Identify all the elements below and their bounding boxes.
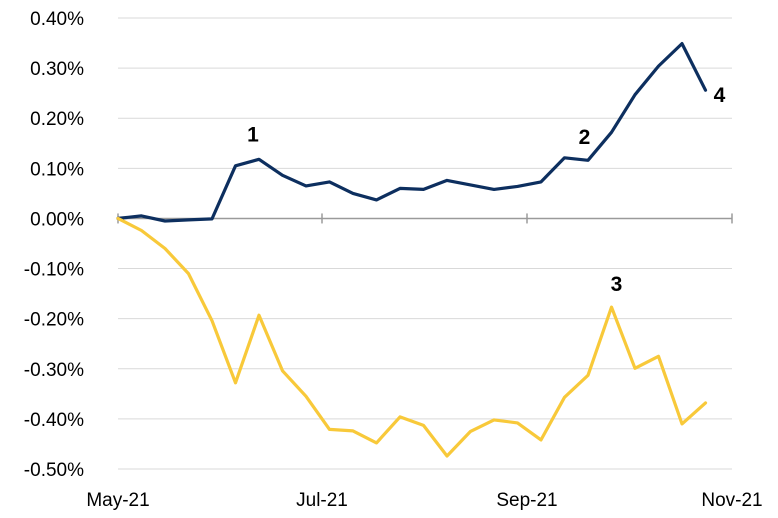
annotation-label: 3 xyxy=(611,273,623,296)
series-line-1 xyxy=(116,41,708,223)
series-lines xyxy=(116,41,708,458)
y-tick-label: 0.10% xyxy=(30,159,84,180)
y-tick-label: -0.20% xyxy=(24,310,84,331)
y-tick-label: 0.00% xyxy=(30,209,84,230)
y-tick-label: -0.10% xyxy=(24,260,84,281)
x-tick-label: Nov-21 xyxy=(701,490,762,511)
gridlines xyxy=(118,17,732,470)
series-line-2 xyxy=(116,216,708,458)
annotation-label: 4 xyxy=(714,84,726,107)
x-tick-label: May-21 xyxy=(86,490,149,511)
y-axis-labels: 0.40% 0.30% 0.20% 0.10% 0.00% -0.10% -0.20% -0.… xyxy=(24,9,84,481)
y-tick-label: -0.40% xyxy=(24,410,84,431)
annotations: 1 2 3 4 xyxy=(247,84,726,296)
y-tick-label: 0.40% xyxy=(30,9,84,30)
annotation-label: 1 xyxy=(247,123,259,146)
x-tick-label: Jul-21 xyxy=(296,490,348,511)
y-tick-label: -0.50% xyxy=(24,460,84,481)
x-tick-label: Sep-21 xyxy=(496,490,557,511)
annotation-label: 2 xyxy=(579,126,591,149)
y-tick-label: 0.30% xyxy=(30,59,84,80)
x-axis xyxy=(117,213,733,224)
x-axis-labels: May-21 Jul-21 Sep-21 Nov-21 xyxy=(86,490,762,511)
y-tick-label: -0.30% xyxy=(24,360,84,381)
y-tick-label: 0.20% xyxy=(30,109,84,130)
